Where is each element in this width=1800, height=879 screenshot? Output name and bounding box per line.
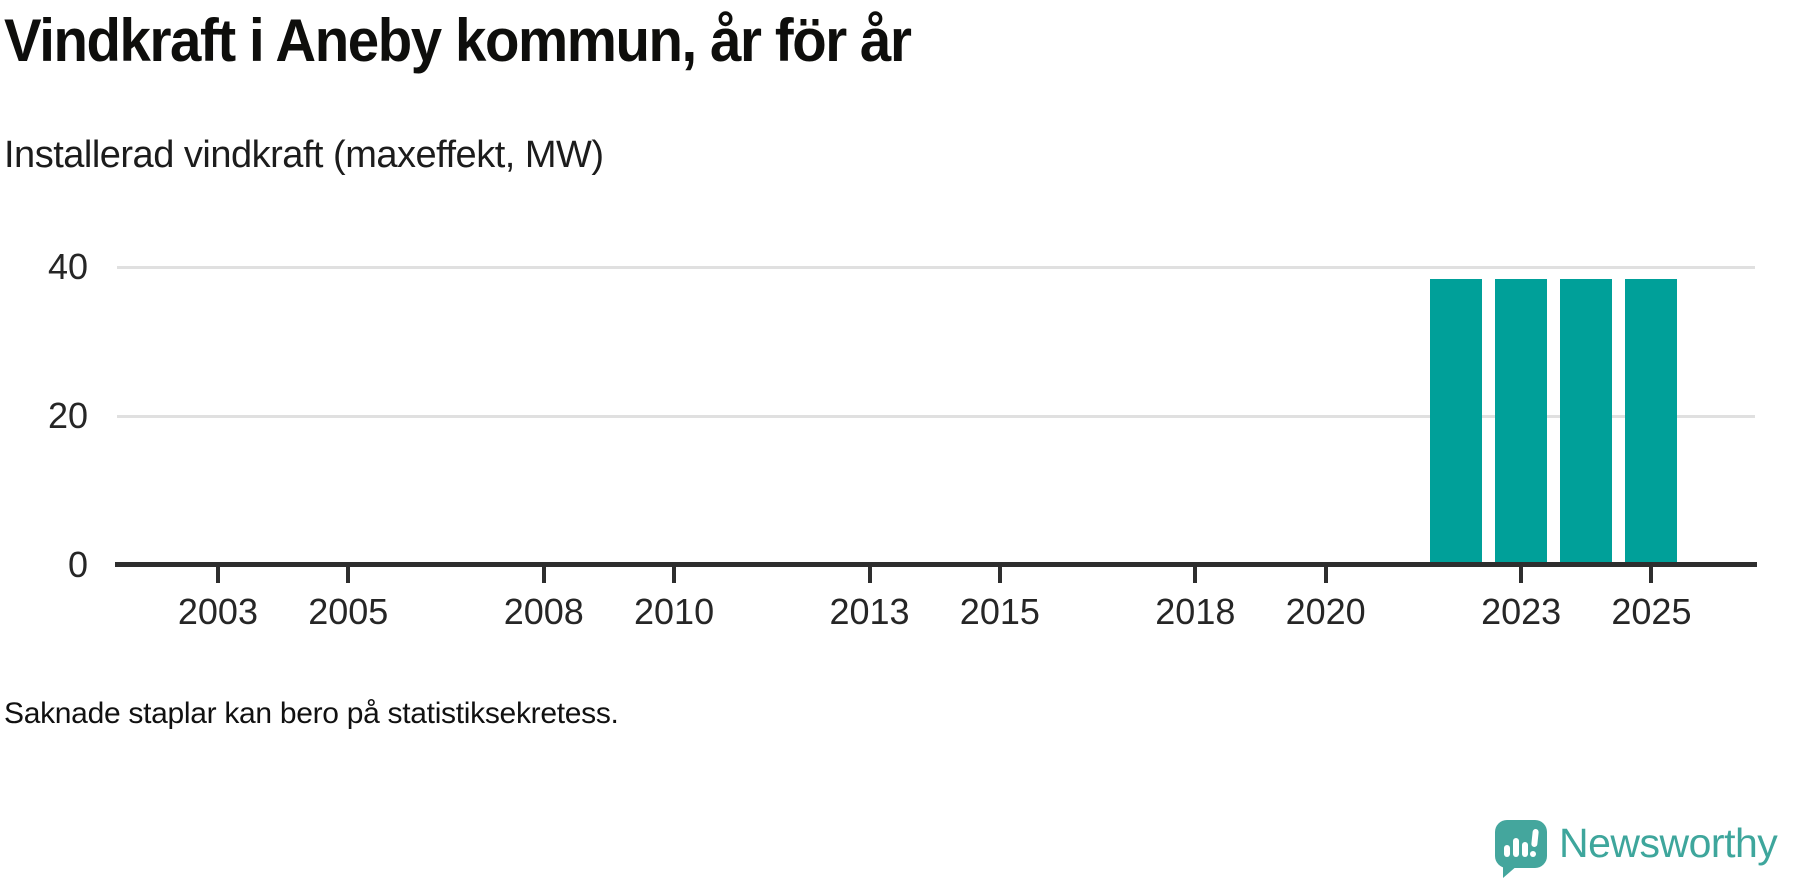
chart-subtitle: Installerad vindkraft (maxeffekt, MW) [4,134,604,176]
x-axis-tick-label: 2005 [308,591,389,632]
x-axis-tick-label: 2025 [1611,591,1692,632]
x-axis-tick [346,567,351,583]
gridline-y-20 [117,414,1755,418]
x-axis-tick-label: 2010 [634,591,715,632]
x-axis-tick-label: 2023 [1481,591,1562,632]
bar-2023 [1495,278,1548,565]
x-axis-tick [1193,567,1198,583]
speech-bubble-tail [1503,865,1518,878]
y-axis-tick-label: 20 [47,395,88,436]
x-axis-tick [1519,567,1524,583]
x-axis-line [115,562,1757,567]
x-axis-tick-label: 2008 [503,591,584,632]
bar-2024 [1560,278,1613,565]
x-axis-tick [215,567,220,583]
bar-2022 [1429,278,1482,565]
x-axis-tick-label: 2013 [829,591,910,632]
gridline-y-40 [117,265,1755,269]
y-axis-tick-label: 40 [47,246,88,287]
chart-title: Vindkraft i Aneby kommun, år för år [4,7,912,74]
y-axis-tick-label: 0 [67,544,88,585]
x-axis-tick-label: 2015 [959,591,1040,632]
logo-bar-icon [1513,838,1519,857]
logo-bar-icon [1504,845,1510,857]
plot-area: 0 20 40 2003 2005 2008 2010 2013 2015 2018 2020 202… [47,246,1757,632]
x-axis-tick-label: 2018 [1155,591,1236,632]
logo-bar-icon [1522,842,1528,857]
newsworthy-logo: Newsworthy [1495,820,1800,879]
newsworthy-logo-icon [1495,820,1547,878]
logo-exclamation-icon [1531,828,1539,848]
newsworthy-logo-text: Newsworthy [1559,820,1778,866]
footnote: Saknade staplar kan bero på statistiksek… [4,697,619,730]
x-axis-tick [867,567,872,583]
bar-2025 [1625,278,1678,565]
x-axis-tick-label: 2020 [1285,591,1366,632]
x-axis-tick [672,567,677,583]
x-axis-tick [541,567,546,583]
logo-exclamation-dot-icon [1530,851,1536,857]
x-axis-tick [1323,567,1328,583]
x-axis-tick [997,567,1002,583]
x-axis-tick-label: 2003 [177,591,258,632]
x-axis-tick [1649,567,1654,583]
